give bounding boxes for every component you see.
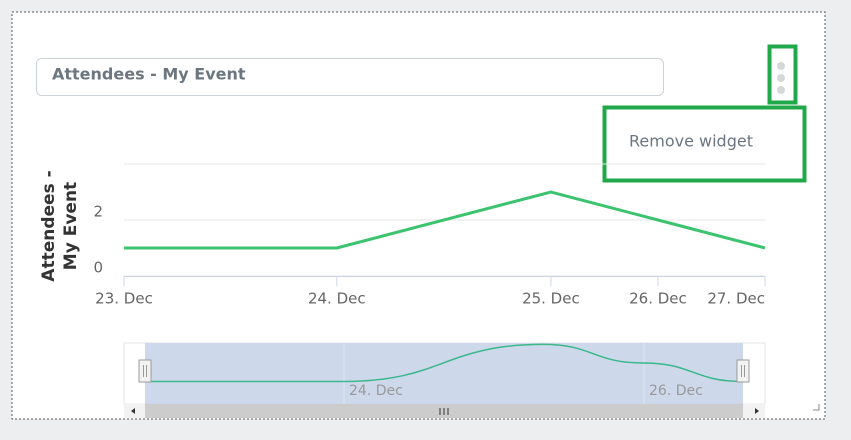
navigator-mask — [145, 343, 743, 404]
y-tick-label: 2 — [93, 203, 103, 221]
navigator-line — [145, 343, 744, 383]
dropdown — [602, 105, 807, 183]
title-box[interactable] — [36, 58, 664, 96]
menu-highlight — [767, 44, 798, 105]
navigator-label: 24. Dec — [349, 383, 403, 399]
widget-title: Attendees - My Event — [52, 65, 246, 84]
navigator-handle[interactable] — [138, 359, 152, 383]
y-axis-label: Attendees - My Event — [39, 170, 81, 281]
x-tick-label: 23. Dec — [95, 290, 153, 308]
scroll-arrow — [755, 408, 759, 414]
menu-button[interactable] — [777, 62, 785, 94]
resize-grip — [813, 404, 820, 411]
x-tick-label: 26. Dec — [629, 290, 687, 308]
navigator-label: 26. Dec — [649, 383, 703, 399]
scroll-arrow — [131, 408, 135, 414]
remove-widget[interactable]: Remove widget — [629, 132, 753, 151]
series-line — [124, 190, 766, 250]
x-tick-label: 24. Dec — [308, 290, 366, 308]
y-tick-label: 0 — [93, 259, 103, 277]
x-tick-label: 25. Dec — [522, 290, 580, 308]
x-tick-label: 27. Dec — [707, 290, 765, 308]
navigator-handle[interactable] — [736, 359, 750, 383]
